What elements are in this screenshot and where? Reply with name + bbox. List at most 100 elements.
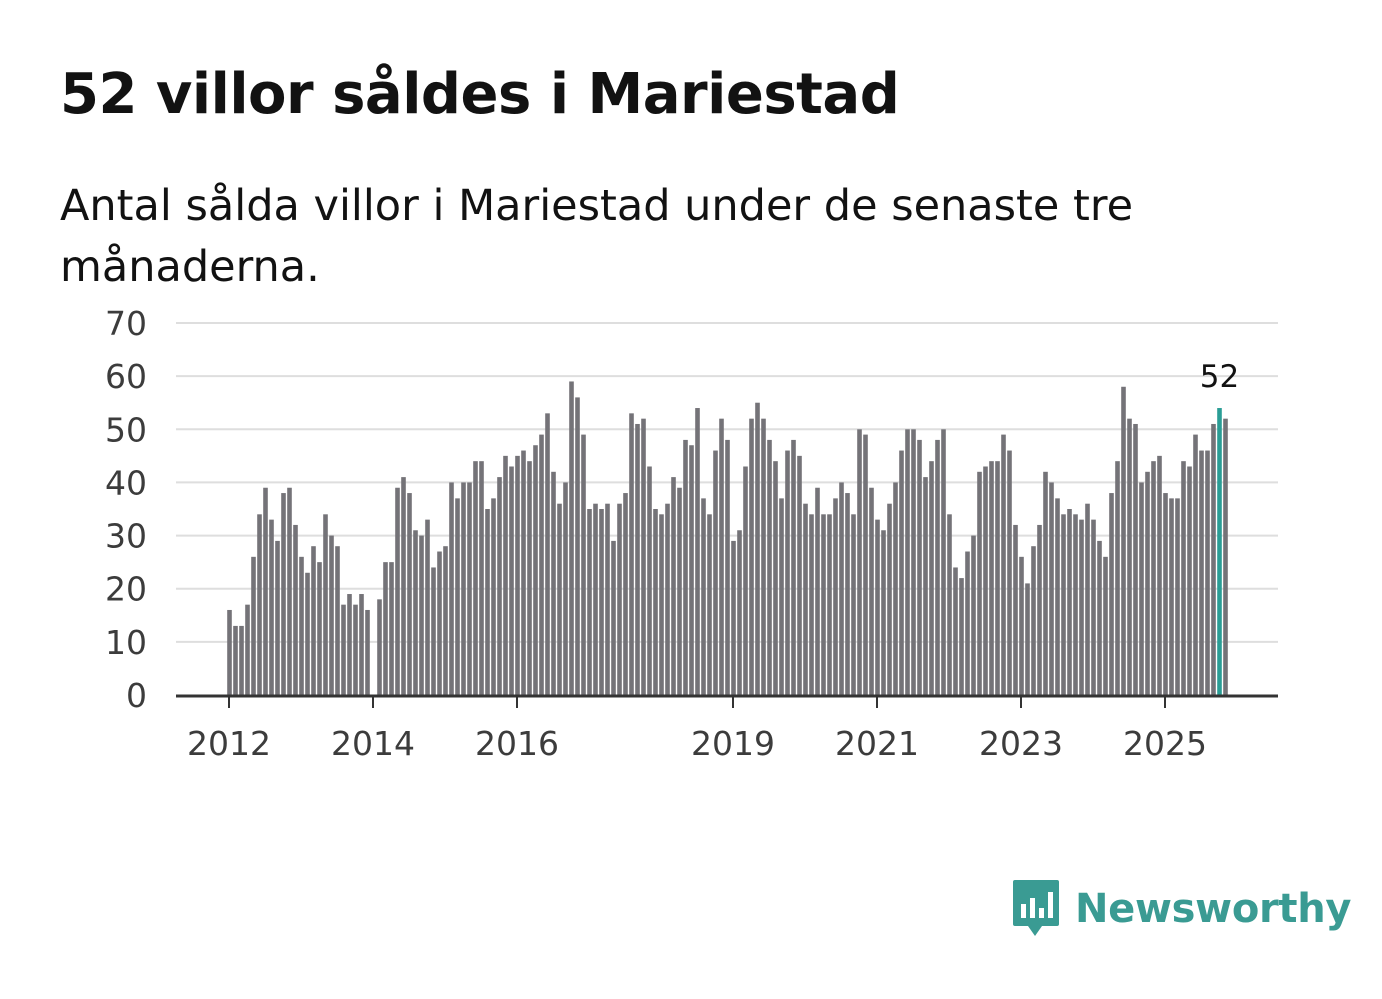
bar [983,466,988,695]
bar [971,535,976,695]
bar [329,535,334,695]
bar [623,493,628,695]
y-tick-label: 60 [105,357,147,396]
bar [521,450,526,695]
bar [665,503,670,695]
bar [269,519,274,695]
bar [695,408,700,695]
bar [599,509,604,695]
bar [287,487,292,695]
bar [1169,498,1174,695]
bar [647,466,652,695]
bar [299,556,304,695]
bar [923,477,928,695]
bar [707,514,712,695]
bar [875,519,880,695]
bar [755,402,760,695]
bar [1049,482,1054,695]
bar [461,482,466,695]
y-tick-label: 70 [105,304,147,343]
bar [323,514,328,695]
bar [401,477,406,695]
bar [407,493,412,695]
bar [1007,450,1012,695]
bar [1091,519,1096,695]
chart-subtitle: Antal sålda villor i Mariestad under de … [60,181,1134,292]
bar [701,498,706,695]
bar [1001,434,1006,695]
bar [905,429,910,695]
bar [1133,423,1138,695]
bar-highlight [1217,408,1222,695]
bar [671,477,676,695]
bar [965,551,970,695]
y-tick-label: 20 [105,570,147,609]
bar [1193,434,1198,695]
bar [503,455,508,695]
bar [377,599,382,695]
bar [443,546,448,695]
bar [1031,546,1036,695]
x-tick-label: 2019 [691,724,775,763]
bar [569,381,574,695]
bar [1103,556,1108,695]
bar [1181,461,1186,695]
bar [761,418,766,695]
bar [989,461,994,695]
bar [1157,455,1162,695]
x-tick-label: 2014 [331,724,415,763]
bar [1175,498,1180,695]
bar [1061,514,1066,695]
bar [359,594,364,695]
brand-name: Newsworthy [1075,886,1352,932]
bar [929,461,934,695]
bar [1073,514,1078,695]
bar [869,487,874,695]
bar [641,418,646,695]
y-tick-label: 10 [105,623,147,662]
highlight-value-label: 52 [1200,359,1239,395]
bar [413,530,418,695]
bar [815,487,820,695]
bar [233,625,238,695]
bar [1055,498,1060,695]
bar [887,503,892,695]
bar [725,439,730,695]
bar [311,546,316,695]
bar [341,604,346,695]
bar [473,461,478,695]
bar [353,604,358,695]
bar [899,450,904,695]
bar [1199,450,1204,695]
bar [227,609,232,695]
bar [617,503,622,695]
bar-chart-speech-bubble-icon [1013,880,1059,936]
bar [509,466,514,695]
y-tick-label: 50 [105,410,147,449]
bar [239,625,244,695]
x-tick-label: 2012 [187,724,271,763]
bar [863,434,868,695]
bar [557,503,562,695]
bar [587,509,592,695]
bar [809,514,814,695]
bar [689,445,694,695]
bar [857,429,862,695]
bar [821,514,826,695]
newsworthy-logo: Newsworthy [1011,878,1352,940]
bar [1079,519,1084,695]
bar [551,471,556,695]
x-tick-label: 2016 [475,724,559,763]
bar [257,514,262,695]
bar [479,461,484,695]
bar [263,487,268,695]
bar [1067,509,1072,695]
y-tick-label: 30 [105,517,147,556]
x-tick-label: 2021 [835,724,919,763]
bars [227,381,1228,695]
bar [659,514,664,695]
bar [935,439,940,695]
bar [539,434,544,695]
chart-title: 52 villor såldes i Mariestad [60,62,900,127]
